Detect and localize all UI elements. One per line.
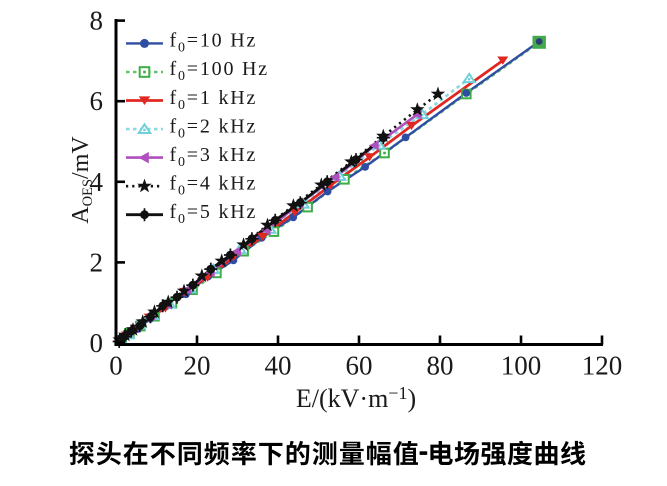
svg-text:4: 4	[90, 167, 104, 197]
svg-text:120: 120	[582, 351, 623, 381]
svg-text:8: 8	[90, 6, 104, 36]
svg-text:100: 100	[501, 351, 542, 381]
svg-text:60: 60	[346, 351, 373, 381]
svg-text:f0=100 Hz: f0=100 Hz	[170, 58, 269, 84]
svg-text:6: 6	[90, 86, 104, 116]
svg-text:f0=3 kHz: f0=3 kHz	[170, 144, 258, 170]
svg-text:f0=2 kHz: f0=2 kHz	[170, 115, 258, 141]
svg-text:80: 80	[427, 351, 454, 381]
svg-text:2: 2	[90, 247, 104, 277]
svg-text:40: 40	[265, 351, 292, 381]
svg-text:0: 0	[90, 328, 104, 358]
svg-text:20: 20	[184, 351, 211, 381]
svg-text:AOES/mV: AOES/mV	[68, 136, 96, 224]
svg-text:0: 0	[109, 351, 123, 381]
svg-text:f0=5 kHz: f0=5 kHz	[170, 201, 258, 227]
